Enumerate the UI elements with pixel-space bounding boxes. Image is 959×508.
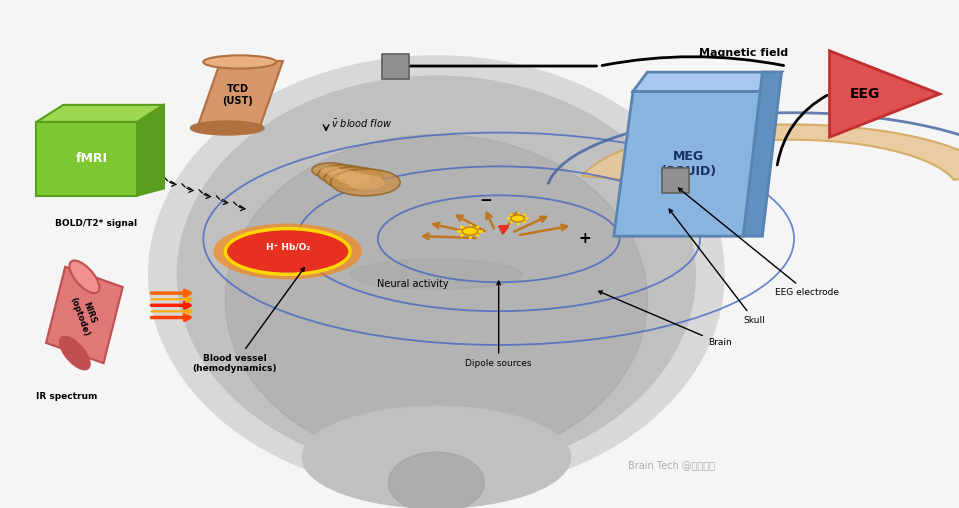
Text: Brain: Brain <box>598 291 732 347</box>
Text: NIRS
(optode): NIRS (optode) <box>68 292 101 338</box>
Text: Neural activity: Neural activity <box>377 279 448 290</box>
Ellipse shape <box>302 406 571 508</box>
Ellipse shape <box>225 229 350 274</box>
Ellipse shape <box>149 56 724 493</box>
Text: fMRI: fMRI <box>76 152 107 165</box>
Text: −: − <box>480 193 493 208</box>
Polygon shape <box>614 91 762 236</box>
Text: Brain Tech @知乎观观: Brain Tech @知乎观观 <box>628 460 714 470</box>
Ellipse shape <box>177 76 695 472</box>
Ellipse shape <box>338 172 370 185</box>
Ellipse shape <box>318 165 366 183</box>
Text: IR spectrum: IR spectrum <box>36 392 98 401</box>
Text: Magnetic field: Magnetic field <box>699 48 787 58</box>
Circle shape <box>511 215 525 222</box>
Bar <box>382 54 409 79</box>
Polygon shape <box>137 105 164 196</box>
Ellipse shape <box>350 259 523 290</box>
Ellipse shape <box>346 175 385 190</box>
Polygon shape <box>582 124 959 180</box>
Ellipse shape <box>324 167 384 189</box>
Polygon shape <box>36 105 164 122</box>
Text: Dipole sources: Dipole sources <box>465 281 532 368</box>
Polygon shape <box>36 122 137 196</box>
Ellipse shape <box>320 166 341 174</box>
Circle shape <box>462 227 478 235</box>
Text: MEG
(SQUID): MEG (SQUID) <box>661 149 716 178</box>
Polygon shape <box>633 72 782 91</box>
Ellipse shape <box>331 169 400 196</box>
Ellipse shape <box>203 55 276 69</box>
Ellipse shape <box>329 169 356 179</box>
Polygon shape <box>197 61 283 130</box>
Text: EEG: EEG <box>850 87 880 101</box>
Ellipse shape <box>225 135 647 465</box>
Text: +: + <box>578 231 592 246</box>
Text: $\bar{v}$ blood flow: $\bar{v}$ blood flow <box>331 118 392 131</box>
Ellipse shape <box>69 261 100 293</box>
Text: TCD
(UST): TCD (UST) <box>222 84 253 106</box>
Polygon shape <box>46 267 123 363</box>
Text: Skull: Skull <box>669 209 765 325</box>
Text: H⁺ Hb/O₂: H⁺ Hb/O₂ <box>266 243 310 252</box>
Polygon shape <box>743 72 782 236</box>
Ellipse shape <box>213 224 363 279</box>
Ellipse shape <box>191 121 264 135</box>
Ellipse shape <box>388 452 484 508</box>
Bar <box>662 168 689 193</box>
Text: Blood vessel
(hemodynamics): Blood vessel (hemodynamics) <box>193 268 304 373</box>
Ellipse shape <box>312 163 350 177</box>
Ellipse shape <box>59 337 90 369</box>
Text: BOLD/T2* signal: BOLD/T2* signal <box>56 219 137 228</box>
Text: EEG electrode: EEG electrode <box>679 188 839 297</box>
Polygon shape <box>830 51 940 137</box>
